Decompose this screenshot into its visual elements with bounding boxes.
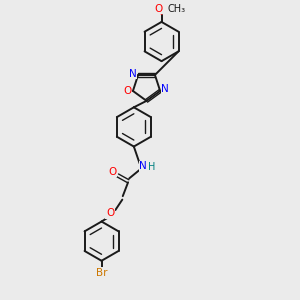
Text: H: H [148,162,155,172]
Text: N: N [161,84,169,94]
Text: O: O [106,208,114,218]
Text: N: N [129,69,137,79]
Text: O: O [124,86,132,96]
Text: N: N [139,161,147,171]
Text: O: O [109,167,117,177]
Text: Br: Br [96,268,107,278]
Text: CH₃: CH₃ [167,4,186,14]
Text: O: O [154,4,162,14]
